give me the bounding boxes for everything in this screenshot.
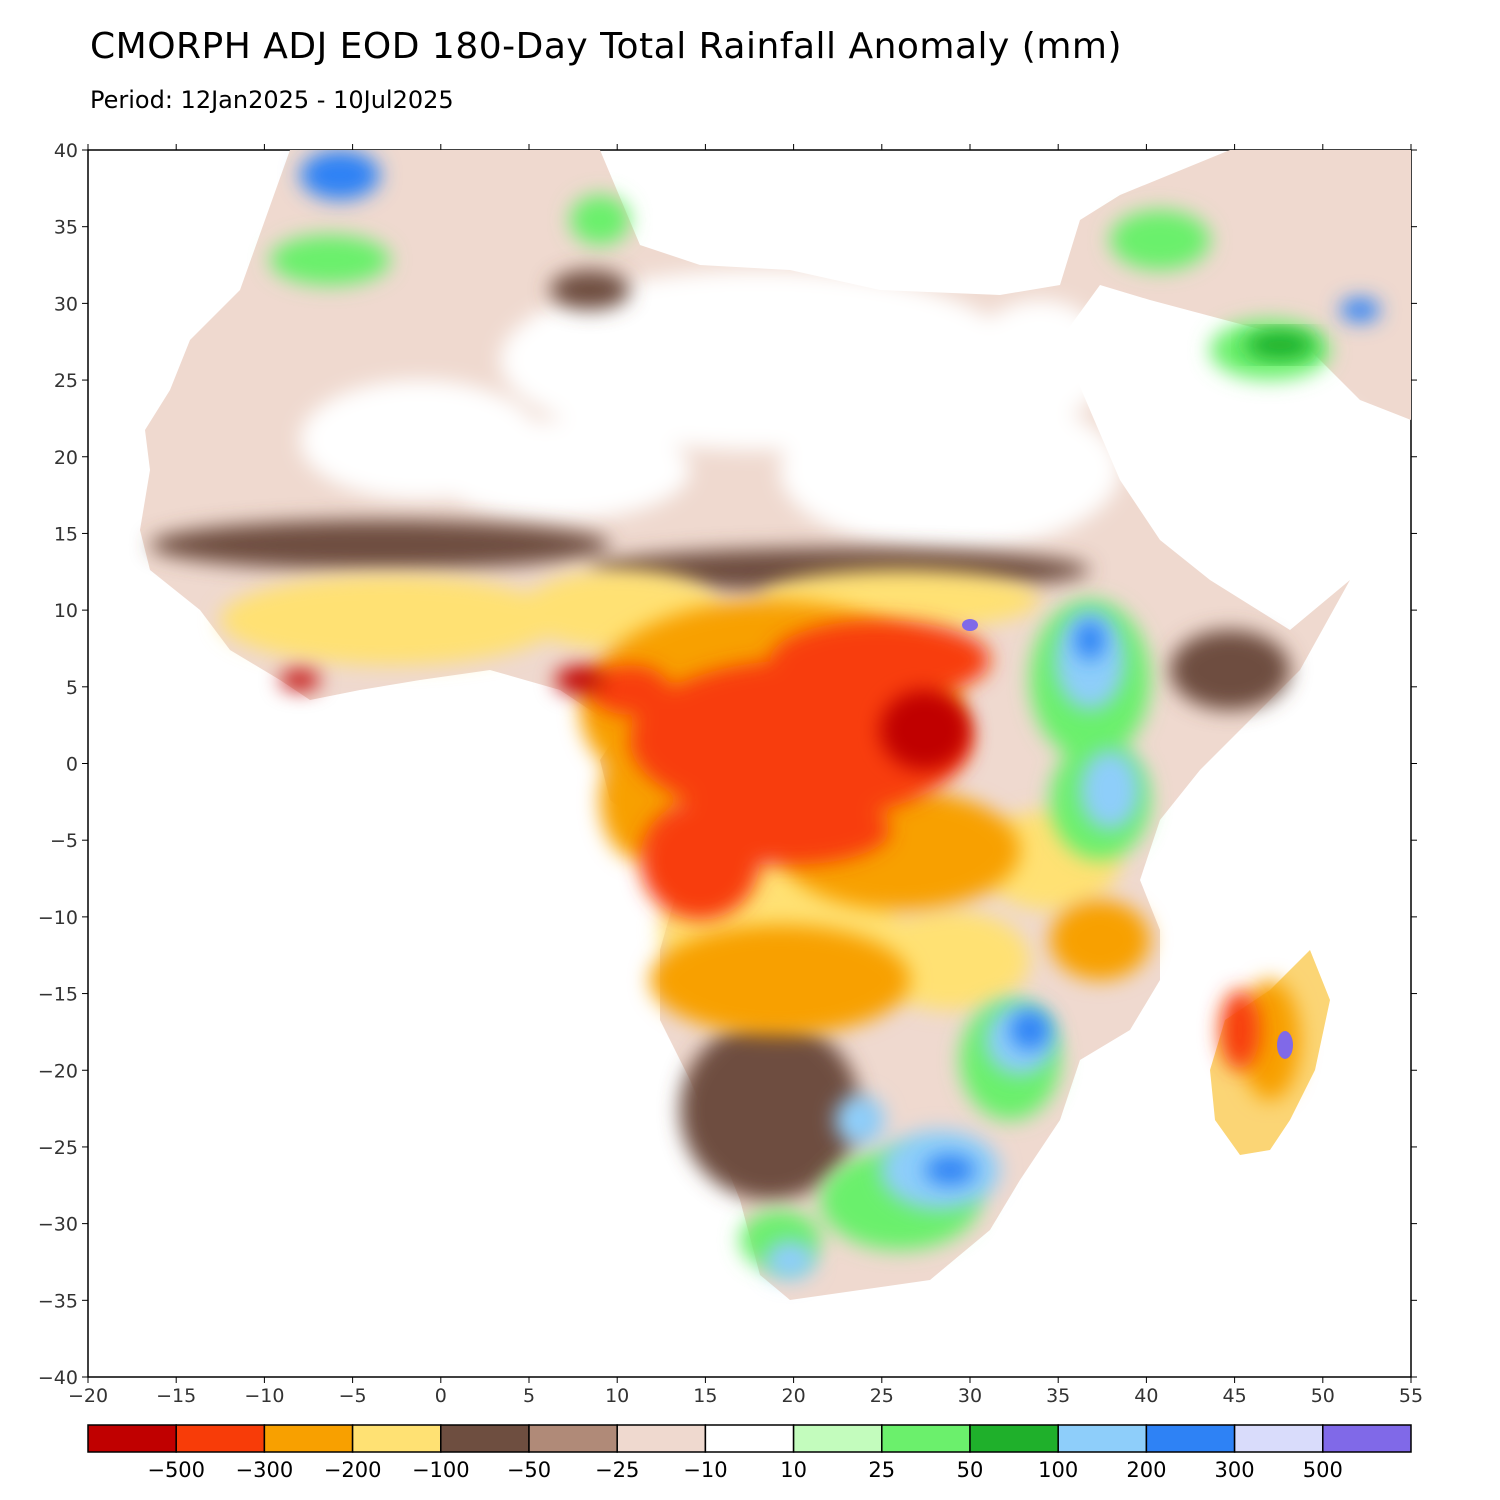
colorbar-swatch [440,1424,530,1453]
x-tick-label: −20 [68,1385,108,1407]
anomaly-field [140,150,1411,1300]
y-tick-label: 10 [54,600,78,622]
sahara-white [300,270,1370,550]
y-tick-label: 30 [54,293,78,315]
colorbar-label: −100 [412,1458,470,1482]
colorbar-swatch [1233,1424,1324,1453]
y-tick-label: −35 [38,1290,78,1312]
colorbar-swatch [175,1424,266,1453]
period-label: Period: 12Jan2025 - 10Jul2025 [90,86,454,114]
y-tick-label: −25 [38,1137,78,1159]
colorbar-swatch [1145,1424,1236,1453]
y-tick-label: 40 [54,140,78,162]
x-tick-label: 50 [1311,1385,1335,1407]
x-tick-label: 35 [1046,1385,1070,1407]
x-tick-label: −10 [244,1385,284,1407]
sahel-dry-belt [150,270,1290,1200]
y-tick-label: 15 [54,523,78,545]
x-tick-label: 25 [870,1385,894,1407]
x-tick-label: −5 [339,1385,367,1407]
colorbar-swatch [1057,1424,1148,1453]
latitude-axis: 40 35 30 25 20 15 10 5 0 −5 −10 −15 −20 −25 −30 −35 −40 [38,140,1417,1389]
x-tick-label: 55 [1399,1385,1423,1407]
colorbar-swatch [528,1424,618,1453]
colorbar-swatch [881,1424,971,1453]
colorbar-label: 300 [1215,1458,1255,1482]
colorbar-swatch [616,1424,707,1453]
colorbar-label: −300 [236,1458,294,1482]
y-tick-label: 20 [54,447,78,469]
colorbar-swatch [87,1424,177,1453]
x-tick-label: −15 [156,1385,196,1407]
severe-deficit-zone [590,620,1260,1070]
x-tick-label: 15 [693,1385,717,1407]
colorbar-swatch [704,1424,795,1453]
colorbar-swatch [1322,1424,1412,1453]
colorbar-swatch [969,1424,1059,1453]
colorbar-label: 10 [780,1458,807,1482]
colorbar-swatch [792,1424,883,1453]
y-tick-label: −40 [38,1367,78,1389]
x-tick-label: 30 [958,1385,982,1407]
colorbar-label: −25 [595,1458,639,1482]
colorbar-label: 100 [1038,1458,1078,1482]
colorbar-label: −200 [324,1458,382,1482]
y-tick-label: 0 [66,754,78,776]
x-tick-label: 40 [1134,1385,1158,1407]
y-tick-label: −10 [38,907,78,929]
colorbar-label: −50 [507,1458,551,1482]
y-tick-label: −5 [50,830,78,852]
extreme-deficit-zone [280,666,970,770]
colorbar-label: 500 [1303,1458,1343,1482]
colorbar: −500 −300 −200 −100 −50 −25 −10 10 25 50 100 200 300… [87,1424,1412,1482]
x-tick-label: 10 [605,1385,629,1407]
colorbar-swatch [351,1424,442,1453]
y-tick-label: 25 [54,370,78,392]
y-tick-label: 35 [54,217,78,239]
colorbar-label: 200 [1126,1458,1166,1482]
y-tick-label: 5 [66,677,78,699]
y-tick-label: −15 [38,984,78,1006]
colorbar-label: 50 [957,1458,984,1482]
x-tick-label: 0 [435,1385,447,1407]
colorbar-label: −10 [683,1458,727,1482]
x-tick-label: 45 [1223,1385,1247,1407]
y-tick-label: −20 [38,1060,78,1082]
x-tick-label: 5 [523,1385,535,1407]
x-tick-label: 20 [782,1385,806,1407]
colorbar-label: −500 [147,1458,205,1482]
y-tick-label: −30 [38,1214,78,1236]
colorbar-label: 25 [868,1458,895,1482]
colorbar-swatch [263,1424,354,1453]
longitude-axis: −20 −15 −10 −5 0 5 10 15 20 25 30 35 40 45 50 55 [68,144,1423,1407]
map-title: CMORPH ADJ EOD 180-Day Total Rainfall An… [90,26,1123,67]
